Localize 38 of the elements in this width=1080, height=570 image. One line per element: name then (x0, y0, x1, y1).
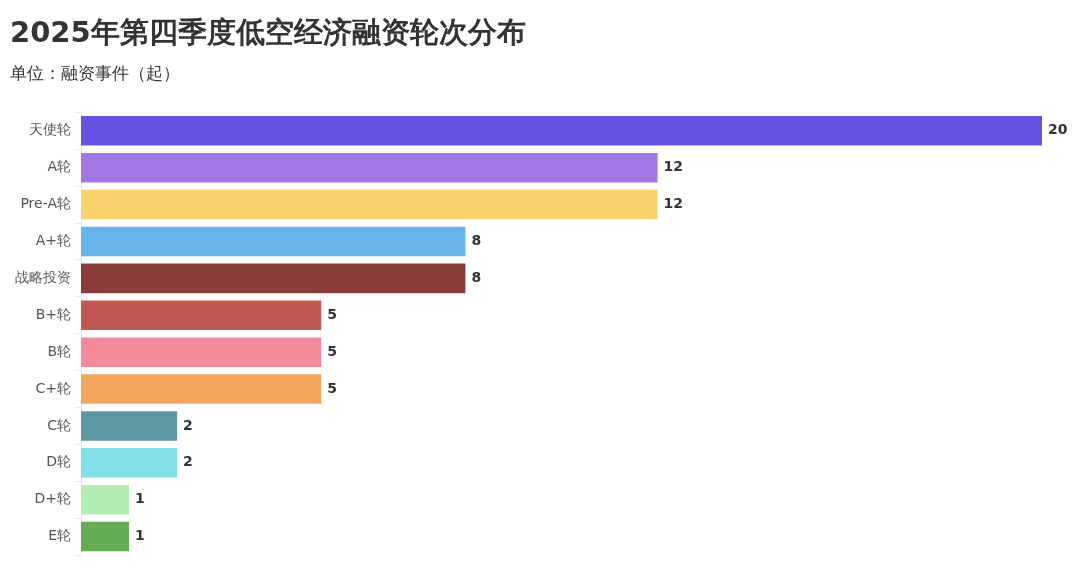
bar (81, 300, 322, 331)
bar (81, 152, 658, 183)
data-label: 2 (183, 416, 193, 433)
bar (81, 521, 130, 552)
y-tick-label: E轮 (48, 527, 71, 544)
y-tick-label: Pre-A轮 (20, 195, 71, 212)
data-label: 8 (471, 269, 482, 286)
bar (81, 448, 178, 478)
data-label: 12 (663, 158, 684, 175)
bar (81, 374, 322, 404)
y-tick-label: B+轮 (35, 305, 71, 322)
bar (81, 116, 1042, 146)
data-label: 5 (327, 379, 337, 396)
bar (81, 189, 658, 220)
data-label: 20 (1048, 121, 1068, 138)
bar (81, 411, 178, 441)
chart-title: 2025年第四季度低空经济融资轮次分布 (10, 14, 526, 51)
y-tick-label: 战略投资 (15, 269, 71, 286)
bar (81, 337, 322, 367)
bar (81, 226, 466, 257)
chart-subtitle: 单位：融资事件（起） (10, 62, 180, 85)
y-tick-label: B轮 (47, 342, 71, 359)
y-tick-label: D轮 (46, 453, 71, 470)
y-tick-label: C+轮 (35, 379, 71, 396)
data-label: 1 (135, 490, 145, 507)
data-label: 1 (135, 527, 145, 544)
data-label: 5 (327, 305, 337, 322)
y-tick-label: A轮 (47, 158, 71, 175)
y-tick-label: A+轮 (35, 232, 71, 249)
data-label: 12 (663, 195, 684, 212)
data-label: 8 (471, 232, 482, 249)
y-tick-label: 天使轮 (29, 121, 71, 138)
data-label: 2 (183, 453, 193, 470)
y-tick-label: C轮 (47, 416, 71, 433)
y-tick-label: D+轮 (34, 490, 71, 507)
bar (81, 263, 466, 294)
bar (81, 484, 130, 515)
data-label: 5 (327, 342, 337, 359)
